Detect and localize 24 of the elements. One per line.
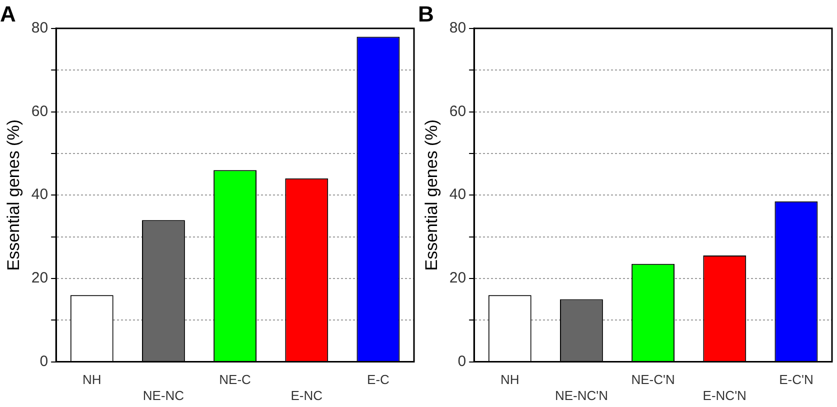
x-tick-label: NE-C'N [631,372,675,388]
y-tick-label: 60 [449,102,466,120]
y-tick-label: 80 [449,20,466,37]
y-tick-label: 40 [31,186,48,204]
x-tick-label: NH [500,372,520,388]
x-tick-label: E-NC [290,388,323,403]
x-tick-label: NE-C [219,372,251,388]
y-tick-label: 40 [449,186,466,204]
y-axis-title: Essential genes (%) [422,120,441,271]
x-tick-label: NE-NC'N [554,388,608,403]
x-tick-label: E-C [367,372,390,388]
chart-title: B [418,1,434,26]
y-axis-title: Essential genes (%) [4,120,23,271]
y-tick-label: 20 [449,270,466,287]
y-tick-label: 0 [458,352,466,370]
x-tick-label: E-C'N [779,372,814,388]
x-tick-label: NE-NC [142,388,184,403]
y-tick-label: 60 [31,102,48,120]
y-tick-label: 80 [31,20,48,37]
y-tick-label: 0 [40,352,48,370]
x-tick-label: E-NC'N [702,388,746,403]
chart-title: A [0,1,16,26]
y-tick-label: 20 [31,270,48,287]
x-tick-label: NH [82,372,102,388]
